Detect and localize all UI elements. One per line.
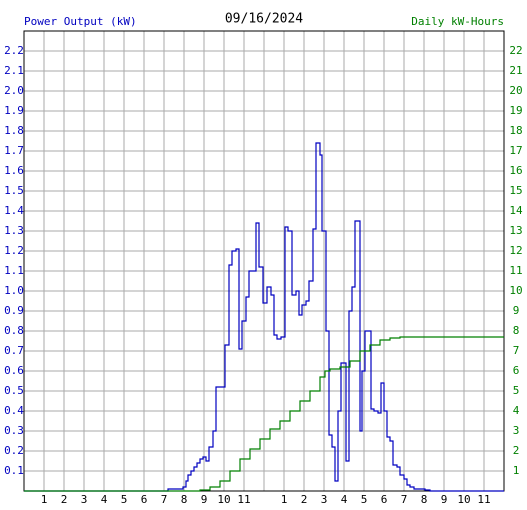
y2-tick-label: 1 — [513, 464, 520, 477]
y-tick-label: 0.4 — [4, 404, 24, 417]
y-tick-label: 0.7 — [4, 344, 24, 357]
y2-tick-label: 18 — [509, 124, 522, 137]
y2-tick-label: 4 — [513, 404, 520, 417]
y2-tick-label: 21 — [509, 64, 522, 77]
x-tick-label: 10 — [457, 493, 470, 506]
y2-tick-label: 8 — [513, 324, 520, 337]
x-tick-label: 8 — [421, 493, 428, 506]
y2-tick-label: 14 — [509, 204, 523, 217]
y2-tick-label: 12 — [509, 244, 522, 257]
y-tick-label: 1.9 — [4, 104, 24, 117]
x-tick-label: 5 — [121, 493, 128, 506]
x-tick-label: 7 — [161, 493, 168, 506]
y2-tick-label: 16 — [509, 164, 522, 177]
y-tick-label: 1.8 — [4, 124, 24, 137]
y-tick-label: 1.7 — [4, 144, 24, 157]
x-tick-label: 7 — [401, 493, 408, 506]
y2-tick-label: 20 — [509, 84, 522, 97]
x-tick-label: 3 — [81, 493, 88, 506]
y-tick-label: 1.6 — [4, 164, 24, 177]
x-tick-label: 6 — [381, 493, 388, 506]
y-tick-label: 0.3 — [4, 424, 24, 437]
y2-tick-label: 13 — [509, 224, 522, 237]
x-tick-label: 5 — [361, 493, 368, 506]
y-tick-label: 0.6 — [4, 364, 24, 377]
y-axis-title: Power Output (kW) — [24, 15, 137, 28]
y-tick-label: 0.9 — [4, 304, 24, 317]
series-line — [24, 336, 504, 492]
y2-tick-label: 2 — [513, 444, 520, 457]
x-tick-label: 10 — [217, 493, 230, 506]
x-tick-label: 11 — [477, 493, 490, 506]
y2-tick-label: 10 — [509, 284, 522, 297]
x-tick-label: 1 — [41, 493, 48, 506]
y2-tick-label: 15 — [509, 184, 522, 197]
y2-tick-label: 3 — [513, 424, 520, 437]
x-tick-label: 2 — [61, 493, 68, 506]
y2-tick-label: 11 — [509, 264, 522, 277]
y-tick-label: 0.1 — [4, 464, 24, 477]
y2-tick-label: 17 — [509, 144, 522, 157]
x-tick-label: 4 — [101, 493, 108, 506]
x-tick-label: 1 — [281, 493, 288, 506]
x-tick-label: 3 — [321, 493, 328, 506]
y-tick-label: 1.4 — [4, 204, 24, 217]
y2-tick-label: 7 — [513, 344, 520, 357]
x-tick-label: 4 — [341, 493, 348, 506]
y-tick-label: 1.5 — [4, 184, 24, 197]
x-tick-label: 8 — [181, 493, 188, 506]
x-tick-label: 11 — [237, 493, 250, 506]
y-tick-label: 2.2 — [4, 44, 24, 57]
x-tick-label: 6 — [141, 493, 148, 506]
y2-tick-label: 22 — [509, 44, 522, 57]
y2-tick-label: 6 — [513, 364, 520, 377]
y-tick-label: 1.0 — [4, 284, 24, 297]
chart-title: 09/16/2024 — [225, 12, 303, 27]
y2-tick-label: 9 — [513, 304, 520, 317]
y-tick-label: 0.2 — [4, 444, 24, 457]
x-tick-label: 9 — [201, 493, 208, 506]
y2-tick-label: 5 — [513, 384, 520, 397]
y-tick-label: 2.1 — [4, 64, 24, 77]
y-tick-label: 1.3 — [4, 224, 24, 237]
y2-tick-label: 19 — [509, 104, 522, 117]
y-tick-label: 0.5 — [4, 384, 24, 397]
y-tick-label: 2.0 — [4, 84, 24, 97]
y2-axis-title: Daily kW-Hours — [411, 15, 504, 28]
x-tick-label: 2 — [301, 493, 308, 506]
y-tick-label: 1.1 — [4, 264, 24, 277]
plot-border — [23, 30, 505, 492]
y-tick-label: 1.2 — [4, 244, 24, 257]
y-tick-label: 0.8 — [4, 324, 24, 337]
series-line — [24, 142, 504, 492]
x-tick-label: 9 — [441, 493, 448, 506]
